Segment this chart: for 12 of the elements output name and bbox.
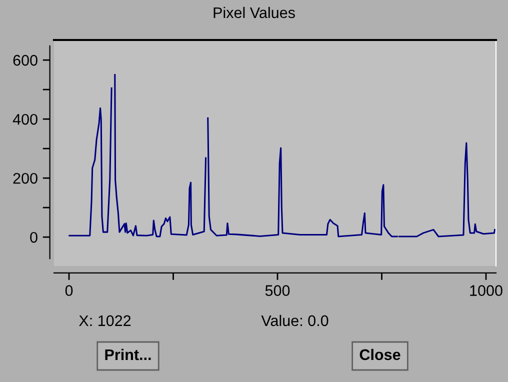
chart-title: Pixel Values	[214, 6, 295, 18]
y-tick-label: 200	[13, 172, 38, 184]
x-tick-label: 0	[65, 285, 73, 296]
y-tick-label: 600	[13, 54, 38, 66]
text: Value: 0.0	[261, 314, 328, 326]
text: Close	[360, 348, 400, 360]
text: X: 1022	[79, 315, 131, 326]
y-tick-label: 400	[12, 114, 38, 125]
x-tick-label: 500	[265, 285, 290, 296]
text: Print...	[105, 348, 151, 360]
x-tick-label: 1000	[470, 285, 502, 296]
y-tick-label: 0	[30, 232, 38, 243]
